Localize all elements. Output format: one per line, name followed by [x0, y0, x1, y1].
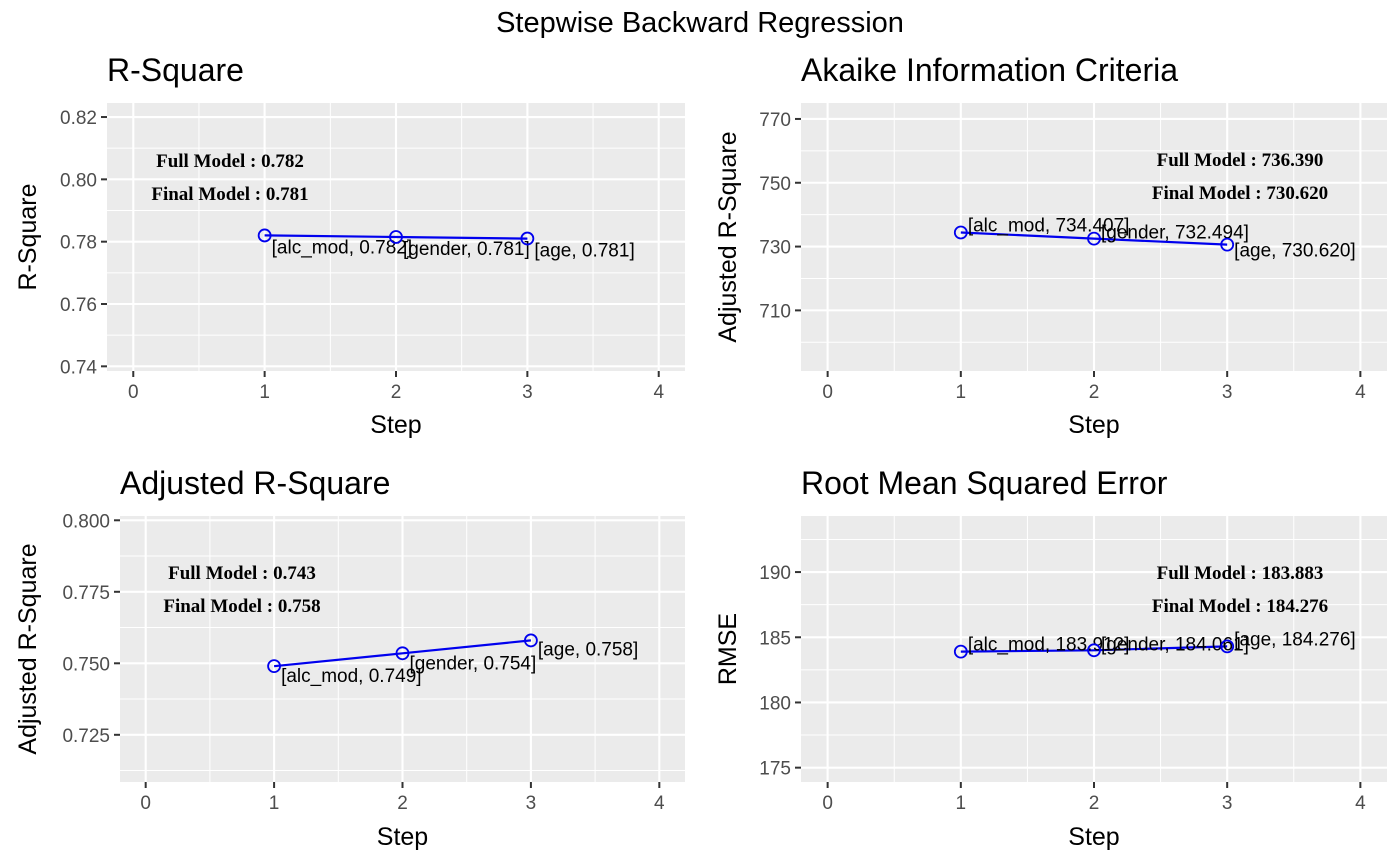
final-model-label: Final Model : 730.620: [1152, 183, 1328, 204]
x-tick-label: 2: [391, 382, 402, 403]
series-line: [273, 639, 532, 668]
point-label: [alc_mod, 0.782]: [272, 237, 412, 258]
data-point: [267, 659, 281, 674]
final-model-label: Final Model : 0.758: [163, 596, 320, 617]
chart-panel-3: 0 1 2 3 4 0.725 0.750 0.775 0.800 [alc_mod, 0.749…: [14, 465, 685, 851]
y-tick-label: 185: [759, 628, 791, 649]
y-tick-label: 750: [759, 174, 791, 195]
y-axis-title: Adjusted R-Square: [714, 131, 742, 342]
x-tick-label: 3: [1222, 793, 1233, 814]
final-model-label: Final Model : 0.781: [151, 184, 308, 205]
x-axis-title: Step: [377, 823, 428, 851]
point-label: [gender, 184.061]: [1101, 634, 1249, 655]
y-tick-label: 0.76: [60, 295, 97, 316]
chart-panel-4: 0 1 2 3 4 175 180 185 190 [alc_mod, 183.912][gend…: [714, 465, 1387, 851]
x-tick-label: 0: [822, 382, 833, 403]
series-line: [960, 645, 1228, 653]
x-tick-label: 1: [956, 793, 967, 814]
y-tick-label: 730: [759, 238, 791, 259]
y-tick-label: 0.82: [60, 108, 97, 129]
y-tick-label: 0.725: [62, 726, 110, 747]
point-label: [age, 0.781]: [534, 241, 634, 262]
point-label: [age, 730.620]: [1234, 241, 1356, 262]
x-tick-label: 3: [1222, 382, 1233, 403]
y-axis-title: Adjusted R-Square: [14, 543, 42, 754]
y-tick-label: 0.775: [62, 583, 110, 604]
point-label: [gender, 732.494]: [1101, 223, 1249, 244]
data-point: [524, 633, 538, 648]
x-tick-label: 1: [269, 793, 280, 814]
y-tick-label: 710: [759, 301, 791, 322]
y-tick-label: 0.74: [60, 357, 97, 378]
x-tick-label: 4: [1355, 382, 1366, 403]
x-tick-label: 4: [653, 382, 664, 403]
panel-title: Root Mean Squared Error: [801, 465, 1168, 501]
x-tick-label: 4: [654, 793, 665, 814]
x-tick-label: 3: [526, 793, 537, 814]
data-point: [1220, 639, 1235, 654]
point-label: [age, 184.276]: [1234, 629, 1356, 650]
x-axis-title: Step: [370, 411, 421, 439]
series-line: [960, 231, 1228, 246]
data-point: [1087, 231, 1101, 246]
data-point: [1220, 237, 1235, 252]
figure-title: Stepwise Backward Regression: [496, 7, 904, 39]
x-tick-label: 0: [822, 793, 833, 814]
y-tick-label: 175: [759, 759, 791, 780]
full-model-label: Full Model : 736.390: [1157, 150, 1324, 171]
y-tick-label: 190: [759, 563, 791, 584]
panel-title: Adjusted R-Square: [120, 465, 390, 501]
y-tick-label: 0.80: [60, 170, 97, 191]
x-tick-label: 3: [522, 382, 533, 403]
y-tick-label: 180: [759, 693, 791, 714]
full-model-label: Full Model : 0.782: [156, 151, 304, 172]
point-label: [alc_mod, 0.749]: [281, 666, 421, 687]
point-label: [gender, 0.781]: [403, 239, 530, 260]
x-tick-label: 2: [1089, 382, 1100, 403]
y-tick-label: 0.800: [62, 511, 110, 532]
full-model-label: Full Model : 183.883: [1157, 563, 1324, 584]
point-label: [alc_mod, 183.912]: [968, 635, 1130, 656]
x-axis-title: Step: [1068, 823, 1119, 851]
x-tick-label: 0: [128, 382, 139, 403]
full-model-label: Full Model : 0.743: [168, 563, 316, 584]
x-tick-label: 0: [140, 793, 151, 814]
y-tick-label: 770: [759, 110, 791, 131]
x-tick-label: 4: [1355, 793, 1366, 814]
data-point: [1087, 643, 1101, 658]
data-point: [389, 230, 403, 244]
point-label: [gender, 0.754]: [410, 653, 537, 674]
x-tick-label: 1: [956, 382, 967, 403]
point-label: [alc_mod, 734.407]: [968, 216, 1130, 237]
panel-title: Akaike Information Criteria: [801, 52, 1178, 88]
y-tick-label: 0.78: [60, 233, 97, 254]
x-tick-label: 2: [397, 793, 408, 814]
x-tick-label: 2: [1089, 793, 1100, 814]
point-label: [age, 0.758]: [538, 639, 638, 660]
x-tick-label: 1: [259, 382, 270, 403]
series-line: [264, 234, 528, 240]
final-model-label: Final Model : 184.276: [1152, 596, 1328, 617]
data-point: [395, 646, 410, 661]
y-axis-title: R-Square: [14, 184, 42, 291]
data-point: [520, 231, 535, 246]
y-tick-label: 0.750: [62, 654, 110, 675]
chart-panel-1: 0 1 2 3 4 0.74 0.76 0.78 0.80 0.82 [alc_mod, 0.782…: [14, 52, 685, 439]
panel-title: R-Square: [107, 52, 244, 88]
chart-panels: 0 1 2 3 4 0.74 0.76 0.78 0.80 0.82 [alc_mod, 0.782…: [14, 52, 1387, 851]
x-axis-title: Step: [1068, 411, 1119, 439]
data-point: [953, 644, 968, 659]
y-axis-title: RMSE: [714, 613, 742, 685]
chart-panel-2: 0 1 2 3 4 710 730 750 770 [alc_mod, 734.407][gend…: [714, 52, 1387, 439]
data-point: [953, 225, 968, 240]
data-point: [257, 228, 272, 243]
